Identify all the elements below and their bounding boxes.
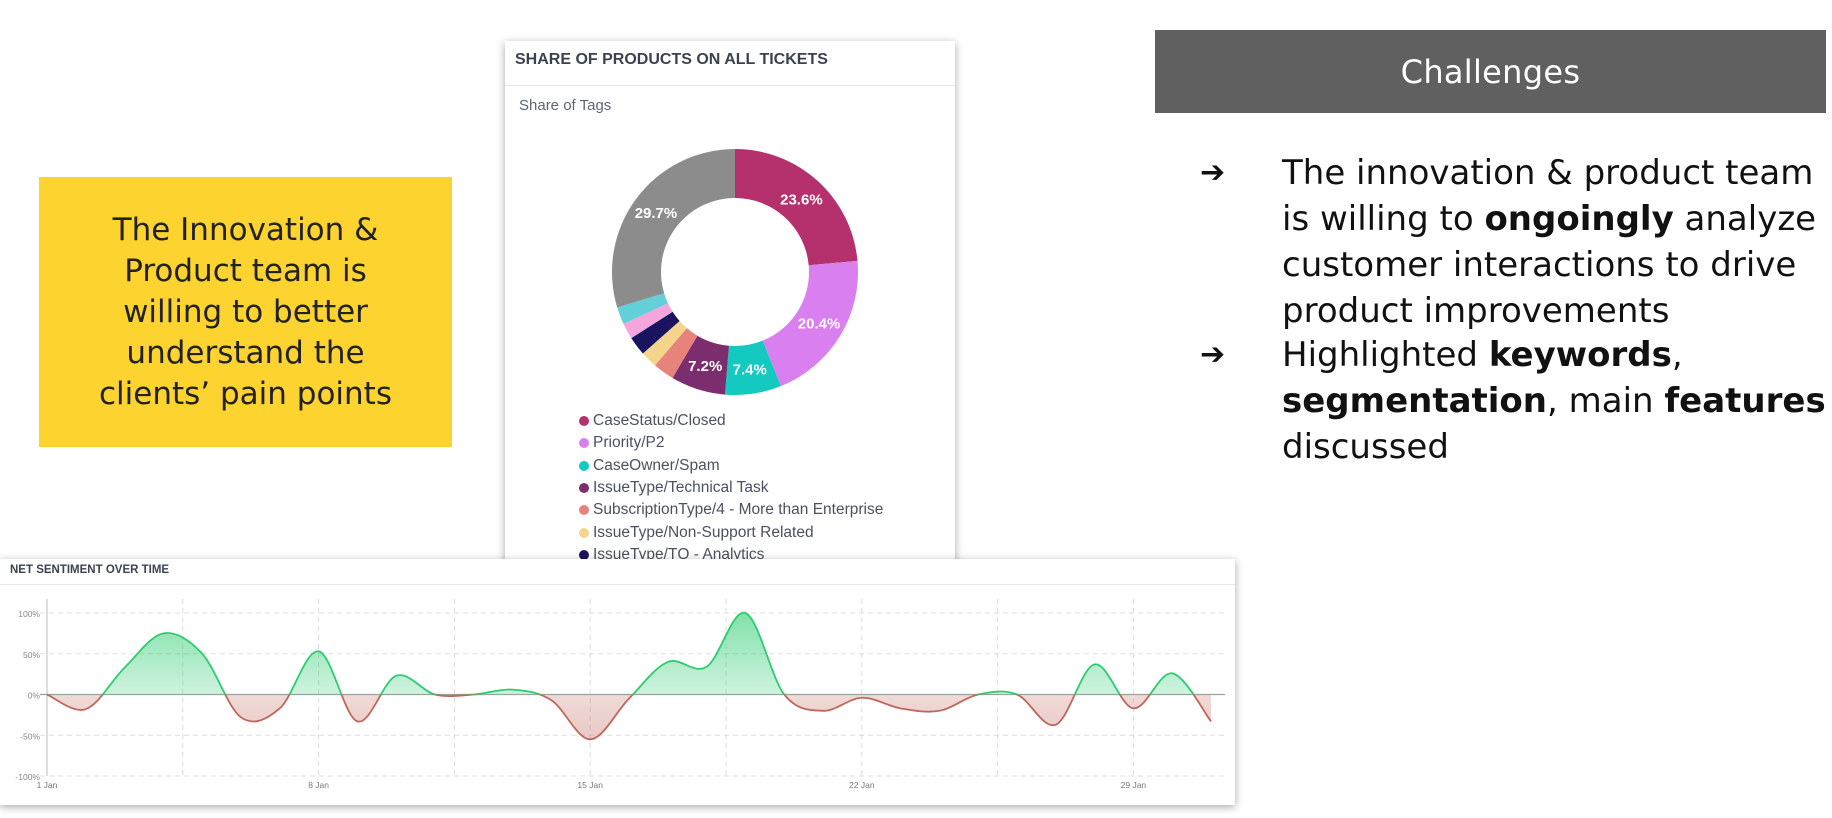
bold-keyword: segmentation xyxy=(1282,381,1547,421)
legend-item[interactable]: IssueType/TQ - Analytics xyxy=(579,544,883,566)
negative-area xyxy=(47,694,1211,740)
slice-label: 7.2% xyxy=(688,358,722,375)
callout-line: willing to better xyxy=(123,293,368,330)
callout-line: understand the xyxy=(126,334,365,371)
challenges-header: Challenges xyxy=(1155,30,1826,113)
legend-swatch xyxy=(579,416,589,427)
bullet-text-part: Highlighted xyxy=(1282,335,1489,375)
divider xyxy=(505,85,955,86)
card-title: SHARE OF PRODUCTS ON ALL TICKETS xyxy=(515,51,828,68)
donut-slice[interactable] xyxy=(762,260,858,387)
donut-slice[interactable] xyxy=(631,311,680,354)
legend-label: CaseOwner/Spam xyxy=(593,456,720,474)
donut-slice[interactable] xyxy=(612,149,735,308)
donut-slice[interactable] xyxy=(724,340,781,396)
y-tick-label: 50% xyxy=(23,650,40,660)
legend-swatch xyxy=(579,527,589,538)
x-tick-label: 22 Jan xyxy=(849,780,875,790)
chart-legend: CaseStatus/Closed Priority/P2 CaseOwner/Sp… xyxy=(579,410,883,566)
slice-label: 23.6% xyxy=(780,191,823,208)
bullet-text-part: analyze customer interactions to drive p… xyxy=(1282,199,1817,331)
bold-keyword: keywords xyxy=(1488,335,1672,375)
y-tick-label: -100% xyxy=(15,772,40,782)
sentiment-area-chart: 100% 50% 0% -50% -100%1 Jan 8 Jan 15 Jan 22 Jan… xyxy=(15,599,1225,790)
legend-label: Priority/P2 xyxy=(593,434,665,452)
share-of-products-card: SHARE OF PRODUCTS ON ALL TICKETS Share o… xyxy=(505,41,955,571)
legend-swatch xyxy=(579,483,589,494)
legend-swatch xyxy=(579,549,589,560)
y-tick-label: 0% xyxy=(28,691,41,701)
donut-chart: 23.6% 20.4% 7.4% 7.2% 29.7% xyxy=(612,149,858,396)
legend-item[interactable]: IssueType/Technical Task xyxy=(579,477,883,499)
x-tick-label: 29 Jan xyxy=(1121,780,1147,790)
bullet-text-part: discussed xyxy=(1282,427,1449,467)
chart-subtitle: Share of Tags xyxy=(519,97,612,114)
bold-keyword: ongoingly xyxy=(1484,199,1674,239)
y-tick-label: 100% xyxy=(18,609,40,619)
bold-keyword: features xyxy=(1664,381,1826,421)
net-sentiment-card: NET SENTIMENT OVER TIME 100% 50% 0% -50% -10… xyxy=(0,559,1235,805)
donut-slice[interactable] xyxy=(672,335,729,395)
legend-item[interactable]: CaseStatus/Closed xyxy=(579,410,883,432)
y-tick-label: -50% xyxy=(20,731,40,741)
legend-item[interactable]: IssueType/Non-Support Related xyxy=(579,521,883,543)
legend-swatch xyxy=(579,460,589,471)
callout-line: Product team is xyxy=(124,252,367,289)
bullet-text: The innovation & product team is willing… xyxy=(1282,150,1832,334)
legend-item[interactable]: SubscriptionType/4 - More than Enterpris… xyxy=(579,499,883,521)
x-tick-label: 8 Jan xyxy=(308,780,329,790)
arrow-right-icon: ➔ xyxy=(1200,155,1226,190)
legend-item[interactable]: Priority/P2 xyxy=(579,432,883,454)
legend-label: CaseStatus/Closed xyxy=(593,412,726,430)
donut-slice[interactable] xyxy=(735,149,858,266)
divider xyxy=(0,584,1235,585)
bullet-text-part: , main xyxy=(1547,381,1665,421)
negative-line xyxy=(46,694,1212,741)
legend-label: SubscriptionType/4 - More than Enterpris… xyxy=(593,501,884,519)
x-tick-label: 15 Jan xyxy=(577,780,603,790)
slice-label: 29.7% xyxy=(635,205,678,222)
legend-label: IssueType/Non-Support Related xyxy=(593,523,814,541)
callout-line: clients’ pain points xyxy=(98,375,392,412)
positive-area xyxy=(47,612,1211,695)
callout-line: The Innovation & xyxy=(112,211,379,248)
legend-label: IssueType/Technical Task xyxy=(593,479,769,497)
intro-callout: The Innovation & Product team is willing t… xyxy=(39,177,452,447)
donut-slice[interactable] xyxy=(642,321,687,366)
legend-swatch xyxy=(579,505,589,516)
bullet-text: Highlighted keywords, segmentation, main… xyxy=(1282,332,1832,470)
donut-slice[interactable] xyxy=(654,328,698,378)
legend-item[interactable]: CaseOwner/Spam xyxy=(579,455,883,477)
bullet-text-part: , xyxy=(1671,335,1683,375)
x-tick-label: 1 Jan xyxy=(37,780,58,790)
bullet-text-part: The innovation & product team is willing… xyxy=(1282,153,1814,239)
card-title: NET SENTIMENT OVER TIME xyxy=(10,564,170,576)
donut-slice[interactable] xyxy=(617,293,668,324)
slice-label: 7.4% xyxy=(733,361,767,378)
legend-swatch xyxy=(579,438,589,449)
slice-label: 20.4% xyxy=(798,315,841,332)
arrow-right-icon: ➔ xyxy=(1200,337,1226,372)
legend-label: IssueType/TQ - Analytics xyxy=(593,545,765,563)
donut-slice[interactable] xyxy=(623,303,673,339)
positive-line xyxy=(47,612,1195,695)
